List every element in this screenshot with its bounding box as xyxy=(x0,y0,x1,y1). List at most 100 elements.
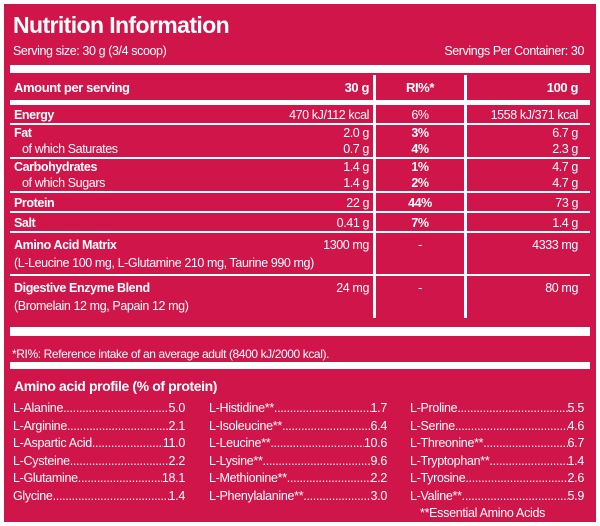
table-row: Fat 2.0 g 3% 6.7 g xyxy=(10,123,590,141)
amino-value: 10.6 xyxy=(363,436,387,450)
row-ri: - xyxy=(373,274,467,318)
amino-value: 5.5 xyxy=(567,401,585,415)
nutrition-table: Amount per serving 30 g RI%* 100 g Energy… xyxy=(10,75,590,318)
amino-item: L-Glutamine 18.1 xyxy=(13,470,185,488)
row-detail: (L-Leucine 100 mg, L-Glutamine 210 mg, T… xyxy=(14,256,314,270)
amino-value: 18.1 xyxy=(161,471,185,485)
row-per-100: 4.7 g xyxy=(552,176,578,190)
amino-name: L-Valine** xyxy=(410,488,462,503)
amino-item: Glycine 1.4 xyxy=(13,488,185,506)
amino-value: 2.2 xyxy=(370,471,388,485)
table-row: Protein 22 g 44% 73 g xyxy=(10,191,590,212)
row-per-serving: 1.4 g xyxy=(343,160,369,174)
amino-name: L-Threonine** xyxy=(410,436,484,450)
row-detail: (Bromelain 12 mg, Papain 12 mg) xyxy=(14,299,189,313)
row-ri: 44% xyxy=(408,196,432,210)
amino-name: L-Leucine** xyxy=(209,436,271,450)
row-per-serving: 0.41 g xyxy=(336,216,370,230)
row-ri: 3% xyxy=(411,126,429,140)
amino-name: L-Histidine** xyxy=(209,401,274,415)
row-label: Salt xyxy=(14,216,36,230)
amino-value: 5.9 xyxy=(567,488,585,503)
amino-name: Glycine xyxy=(13,488,53,503)
amino-value: 3.0 xyxy=(370,488,388,503)
divider xyxy=(10,65,590,73)
table-row: Digestive Enzyme Blend 24 mg (Bromelain 12… xyxy=(10,274,590,318)
amino-column: L-Proline 5.5 L-Serine 4.6 L-Threonine** … xyxy=(410,400,584,522)
amino-value: 2.1 xyxy=(168,418,186,433)
amino-name: L-Phenylalanine** xyxy=(209,488,304,503)
divider xyxy=(10,327,590,336)
row-per-100: 2.3 g xyxy=(552,142,578,156)
amino-item: L-Alanine 5.0 xyxy=(13,400,185,418)
row-per-serving: 24 mg xyxy=(336,281,369,295)
table-row: of which Saturates 0.7 g 4% 2.3 g xyxy=(10,141,590,158)
amino-name: L-Tryptophan** xyxy=(410,453,490,468)
amino-item: L-Threonine** 6.7 xyxy=(410,435,584,453)
row-per-100: 6.7 g xyxy=(465,123,590,141)
amino-item: L-Serine 4.6 xyxy=(410,418,584,436)
row-ri: 1% xyxy=(411,160,429,174)
amino-value: 2.6 xyxy=(567,471,585,485)
row-per-serving: 2.0 g xyxy=(343,126,369,140)
table-row: Amino Acid Matrix 1300 mg (L-Leucine 100 m… xyxy=(10,231,590,275)
row-ri: 7% xyxy=(411,216,429,230)
amino-item: L-Lysine** 9.6 xyxy=(209,453,387,471)
amino-value: 11.0 xyxy=(162,436,186,450)
amino-value: 9.6 xyxy=(370,453,388,468)
row-per-100: 1558 kJ/371 kcal xyxy=(465,100,590,124)
row-ri: 2% xyxy=(411,176,429,190)
amino-name: L-Cysteine xyxy=(13,453,70,468)
amino-item: L-Proline 5.5 xyxy=(410,400,584,418)
amino-value: 5.0 xyxy=(168,401,186,415)
amino-profile-title: Amino acid profile (% of protein) xyxy=(14,378,218,394)
amino-name: L-Arginine xyxy=(13,418,67,433)
table-row: Carbohydrates 1.4 g 1% 4.7 g xyxy=(10,157,590,175)
amino-item: L-Leucine** 10.6 xyxy=(209,435,387,453)
row-per-100: 4333 mg xyxy=(465,231,590,275)
amino-column: L-Histidine** 1.7 L-Isoleucine** 6.4 L-L… xyxy=(209,400,387,505)
header-per-serving: 30 g xyxy=(344,80,370,95)
row-label: Energy xyxy=(14,108,54,122)
amino-item: L-Tryptophan** 1.4 xyxy=(410,453,584,471)
amino-name: L-Isoleucine** xyxy=(209,418,282,433)
header-per-100: 100 g xyxy=(546,80,579,95)
amino-name: L-Alanine xyxy=(13,401,64,415)
row-ri: 6% xyxy=(373,100,467,124)
amino-value: 1.4 xyxy=(168,488,186,503)
amino-name: L-Tyrosine xyxy=(410,471,466,485)
row-ri: - xyxy=(373,231,467,275)
amino-name: L-Lysine** xyxy=(209,453,263,468)
serving-size: Serving size: 30 g (3/4 scoop) xyxy=(13,44,167,58)
row-ri: 4% xyxy=(411,142,429,156)
amino-item: L-Valine** 5.9 xyxy=(410,488,584,506)
table-row: of which Sugars 1.4 g 2% 4.7 g xyxy=(10,175,590,192)
amino-name: L-Aspartic Acid xyxy=(13,436,92,450)
nutrition-panel: Nutrition Information Serving size: 30 g… xyxy=(4,4,596,522)
amino-value: 2.2 xyxy=(168,453,186,468)
row-label: of which Sugars xyxy=(22,176,105,190)
header-label: Amount per serving xyxy=(14,80,130,95)
row-per-serving: 0.7 g xyxy=(343,142,369,156)
amino-value: 6.4 xyxy=(370,418,388,433)
row-per-serving: 1300 mg xyxy=(323,238,369,252)
essential-amino-note: **Essential Amino Acids xyxy=(420,506,546,520)
amino-item: L-Tyrosine 2.6 xyxy=(410,470,584,488)
amino-item: L-Isoleucine** 6.4 xyxy=(209,418,387,436)
amino-name: L-Serine xyxy=(410,418,455,433)
amino-item: L-Histidine** 1.7 xyxy=(209,400,387,418)
amino-value: 1.4 xyxy=(567,453,585,468)
row-label: Digestive Enzyme Blend xyxy=(14,281,150,295)
ri-footnote: *RI%: Reference intake of an average adu… xyxy=(12,347,329,361)
amino-item: L-Phenylalanine** 3.0 xyxy=(209,488,387,506)
amino-name: L-Proline xyxy=(410,401,458,415)
table-row: Energy 470 kJ/112 kcal 6% 1558 kJ/371 kca… xyxy=(10,100,590,124)
row-per-serving: 22 g xyxy=(346,196,369,210)
servings-per-container: Servings Per Container: 30 xyxy=(444,44,584,58)
row-label: Carbohydrates xyxy=(14,160,98,174)
amino-item: L-Arginine 2.1 xyxy=(13,418,185,436)
amino-column: L-Alanine 5.0 L-Arginine 2.1 L-Aspartic Ac… xyxy=(13,400,185,505)
amino-item: L-Methionine** 2.2 xyxy=(209,470,387,488)
header-ri: RI%* xyxy=(373,75,467,103)
row-per-100: 4.7 g xyxy=(465,157,590,175)
